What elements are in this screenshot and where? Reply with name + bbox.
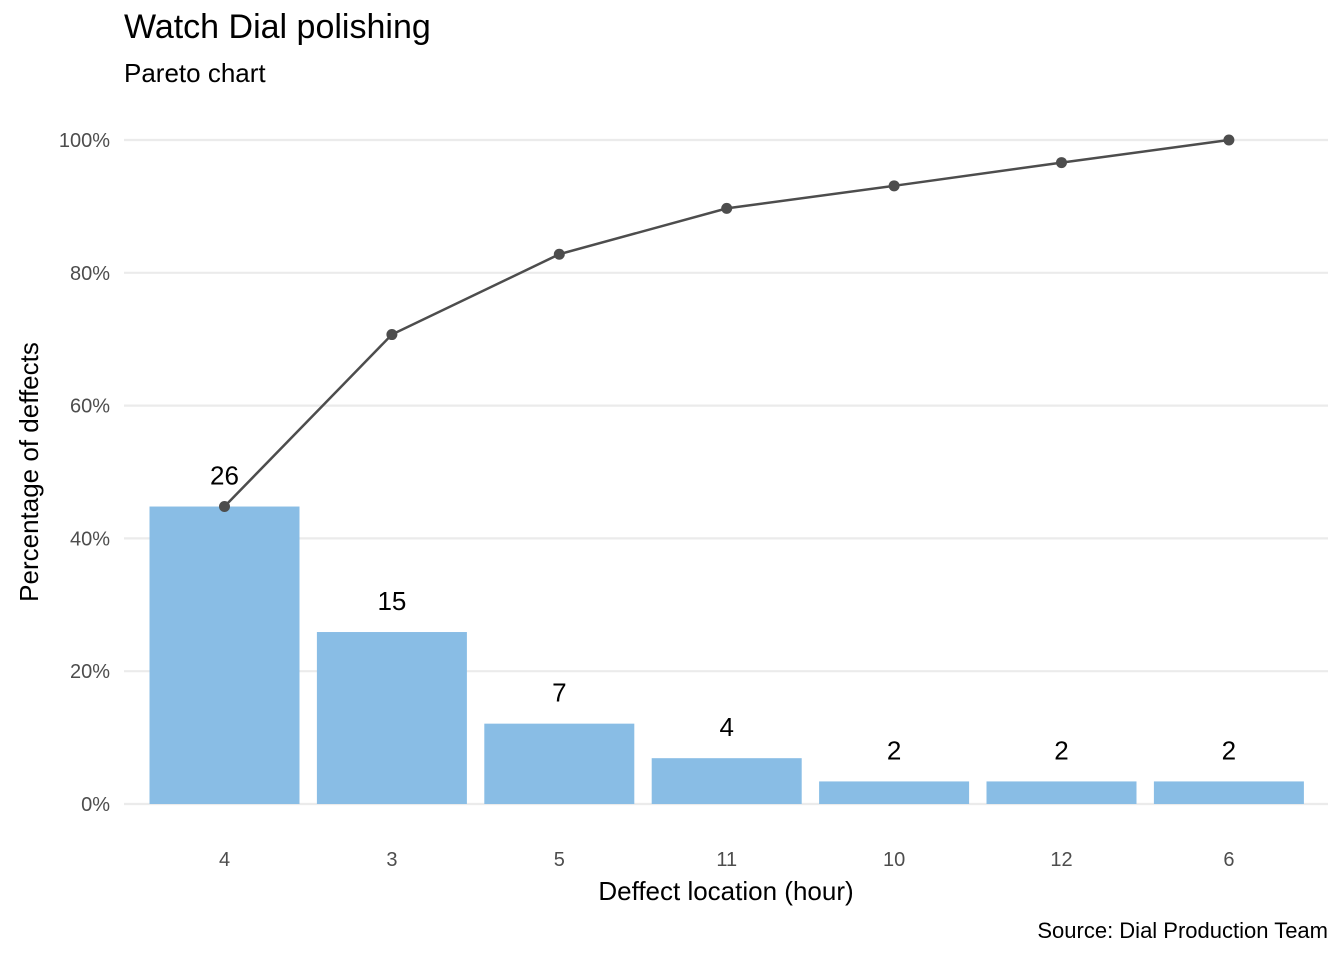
cumulative-point: [1056, 157, 1067, 169]
x-tick-label: 6: [1223, 849, 1234, 871]
y-tick-label: 80%: [70, 263, 110, 285]
bar-count-label: 26: [210, 461, 239, 491]
cumulative-line-path: [223, 138, 1230, 508]
x-tick-label: 11: [716, 849, 737, 871]
bar: [149, 506, 300, 804]
chart-caption: Source: Dial Production Team: [1037, 918, 1328, 943]
cumulative-point: [888, 180, 900, 192]
data-labels: 26 15 7 4 2 2 2: [210, 461, 1236, 766]
x-tick-label: 4: [219, 849, 230, 871]
bar: [316, 632, 467, 804]
chart-subtitle: Pareto chart: [124, 58, 266, 88]
cumulative-point: [553, 248, 565, 260]
bar: [1153, 781, 1304, 804]
x-tick-label: 10: [883, 849, 905, 871]
x-axis-ticks: 4 3 5 11 10 12 6: [219, 849, 1235, 871]
cumulative-point: [219, 501, 230, 513]
x-tick-label: 12: [1050, 849, 1072, 871]
y-tick-label: 100%: [59, 130, 110, 152]
bar: [484, 723, 635, 804]
x-tick-label: 3: [386, 849, 397, 871]
bar: [819, 781, 970, 804]
bar-count-label: 2: [1054, 735, 1068, 765]
bar-count-label: 4: [719, 712, 733, 742]
bar: [651, 758, 802, 804]
y-tick-label: 20%: [70, 661, 110, 683]
bar-count-label: 15: [377, 586, 406, 616]
y-tick-label: 40%: [70, 528, 110, 550]
chart-title: Watch Dial polishing: [124, 8, 431, 46]
bar: [986, 781, 1137, 804]
bars: [149, 506, 1304, 804]
x-axis-title: Deffect location (hour): [598, 876, 853, 906]
grid-lines: [124, 138, 1328, 806]
bar-count-label: 2: [1222, 735, 1236, 765]
bar-count-label: 7: [552, 678, 566, 708]
x-tick-label: 5: [554, 849, 565, 871]
y-tick-label: 60%: [70, 396, 110, 418]
y-tick-label: 0%: [81, 794, 110, 816]
bar-count-label: 2: [887, 735, 901, 765]
cumulative-point: [721, 202, 733, 214]
cumulative-point: [386, 329, 398, 341]
cumulative-point: [1223, 134, 1235, 146]
y-axis-ticks: 0% 20% 40% 60% 80% 100%: [59, 130, 110, 816]
cumulative-line: [219, 134, 1235, 513]
y-axis-title: Percentage of deffects: [14, 342, 44, 602]
